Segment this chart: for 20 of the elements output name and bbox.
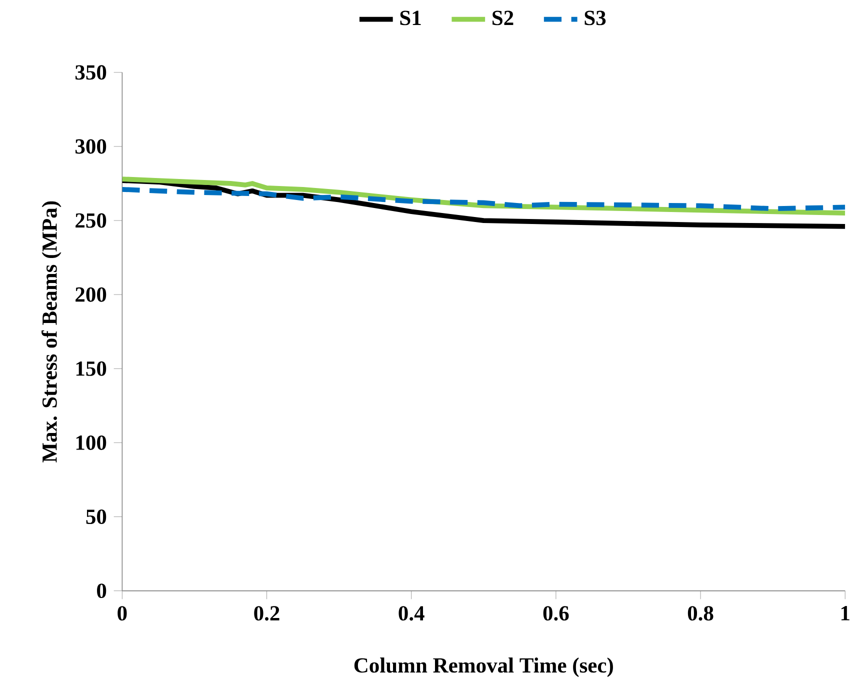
y-tick-label: 200 bbox=[76, 288, 106, 302]
line-series bbox=[122, 187, 846, 212]
x-axis-title: Column Removal Time (sec) bbox=[354, 658, 613, 678]
y-tick-label: 250 bbox=[76, 214, 106, 228]
y-tick-label: 50 bbox=[86, 510, 106, 524]
legend-label: S3 bbox=[584, 10, 606, 26]
y-tick-label: 0 bbox=[97, 584, 106, 598]
legend-label: S2 bbox=[492, 10, 514, 26]
y-axis-title: Max. Stress of Beams (MPa) bbox=[42, 202, 62, 463]
y-tick-label: 150 bbox=[76, 362, 106, 376]
y-tick-label: 300 bbox=[75, 139, 106, 154]
x-tick-label: 0 bbox=[118, 606, 127, 621]
x-tick-label: 0.4 bbox=[398, 606, 424, 621]
x-tick-label: 1 bbox=[841, 606, 850, 620]
y-tick-label: 100 bbox=[76, 436, 106, 450]
legend-label: S1 bbox=[400, 10, 421, 26]
x-tick-label: 0.8 bbox=[688, 606, 714, 621]
y-tick-label: 350 bbox=[75, 65, 106, 80]
x-tick-label: 0.6 bbox=[543, 606, 569, 621]
x-tick-label: 0.2 bbox=[254, 606, 280, 621]
